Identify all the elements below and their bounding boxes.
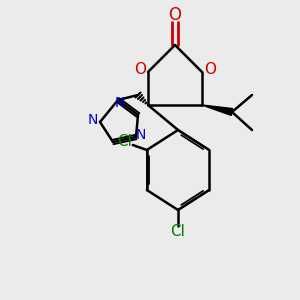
Polygon shape [202,105,233,116]
Text: Cl: Cl [117,134,132,149]
Text: O: O [134,61,146,76]
Text: O: O [169,6,182,24]
Text: N: N [115,96,125,110]
Text: Cl: Cl [171,224,185,239]
Text: N: N [88,113,98,127]
Text: N: N [136,128,146,142]
Text: O: O [204,61,216,76]
